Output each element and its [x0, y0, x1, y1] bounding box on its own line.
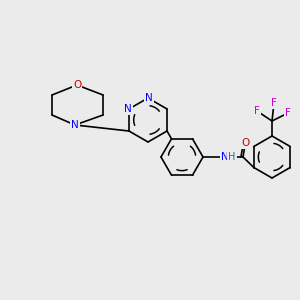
Text: F: F [285, 108, 291, 118]
Text: F: F [254, 106, 260, 116]
Text: O: O [73, 80, 81, 90]
Text: N: N [124, 104, 132, 114]
Text: N: N [71, 120, 79, 130]
Text: N: N [145, 93, 153, 103]
Text: N: N [221, 152, 229, 162]
Text: F: F [271, 98, 277, 108]
Text: O: O [241, 138, 249, 148]
Text: H: H [228, 152, 236, 162]
